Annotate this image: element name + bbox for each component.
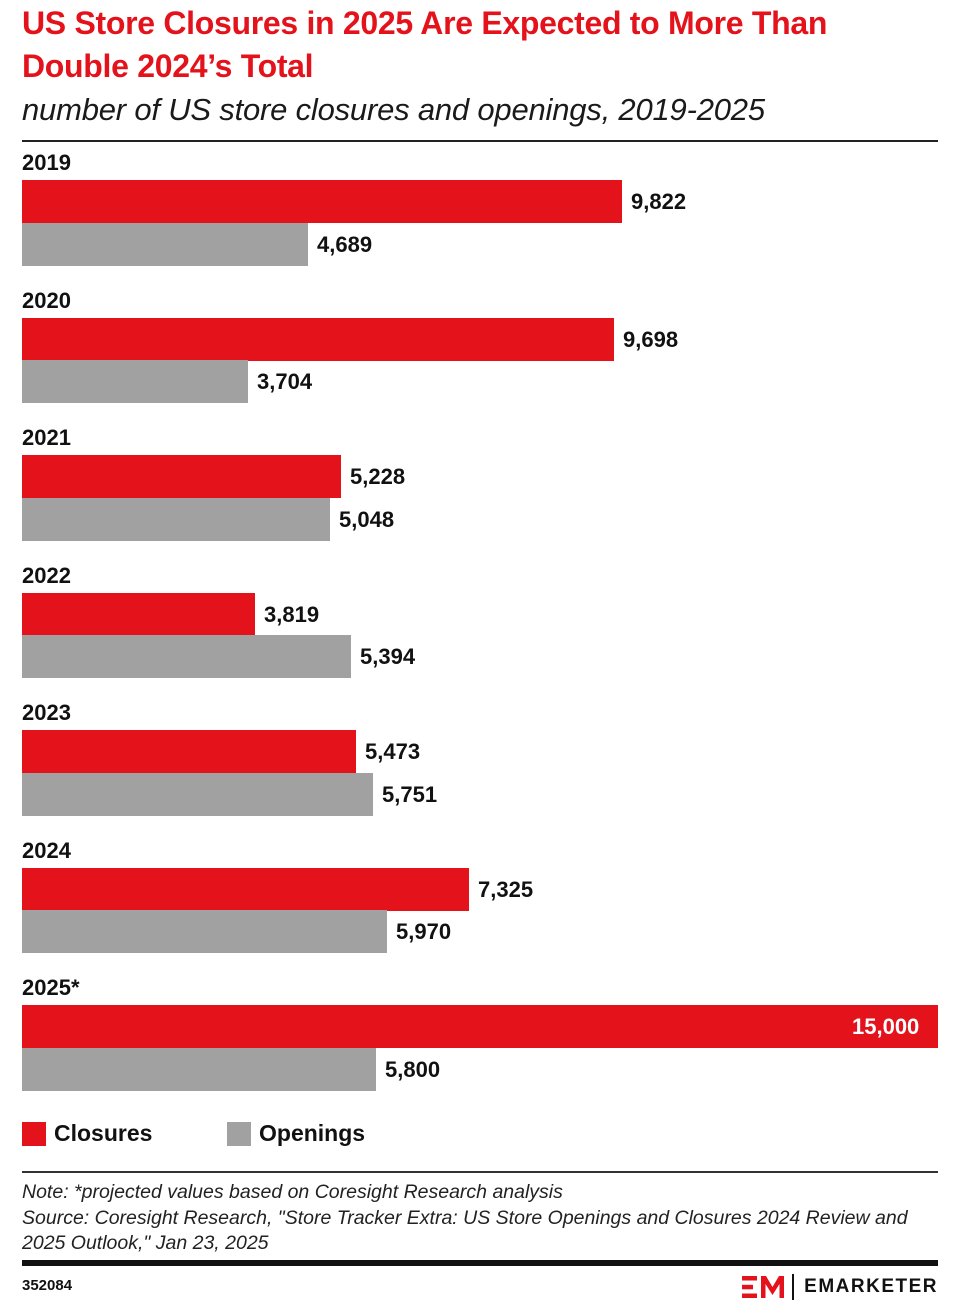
closures-bar xyxy=(22,730,356,773)
closures-swatch xyxy=(22,1121,46,1146)
openings-value-label: 5,394 xyxy=(360,644,416,669)
legend-label-closures: Closures xyxy=(54,1120,153,1146)
closures-value-label: 3,819 xyxy=(264,601,320,627)
footer-divider xyxy=(22,1171,938,1173)
closures-value-label: 15,000 xyxy=(852,1014,920,1039)
openings-swatch xyxy=(227,1121,251,1146)
year-label: 2021 xyxy=(22,425,71,450)
openings-value-label: 5,800 xyxy=(385,1056,441,1082)
year-label: 2020 xyxy=(22,287,71,313)
year-label: 2019 xyxy=(22,150,71,175)
openings-bar xyxy=(22,772,373,816)
source-text: Source: Coresight Research, "Store Track… xyxy=(22,1206,908,1255)
openings-bar xyxy=(22,497,330,541)
legend-item-openings: Openings xyxy=(227,1120,365,1147)
year-label: 2025* xyxy=(22,975,80,1000)
openings-bar xyxy=(22,635,351,678)
brand-separator xyxy=(792,1274,795,1300)
openings-bar xyxy=(22,222,308,266)
closures-bar xyxy=(22,592,255,636)
closures-bar xyxy=(22,317,614,361)
legend-item-closures: Closures xyxy=(22,1120,152,1147)
openings-value-label: 5,970 xyxy=(396,919,452,944)
footnote: Note: *projected values based on Coresig… xyxy=(22,1180,938,1257)
chart-id: 352084 xyxy=(22,1277,73,1294)
note-text: Note: *projected values based on Coresig… xyxy=(22,1181,563,1203)
closures-value-label: 5,228 xyxy=(350,464,406,489)
year-label: 2022 xyxy=(22,562,71,588)
chart-subtitle: number of US store closures and openings… xyxy=(22,92,765,127)
openings-bar xyxy=(22,360,248,403)
top-divider xyxy=(22,140,938,142)
legend-label-openings: Openings xyxy=(259,1120,366,1146)
openings-bar xyxy=(22,910,387,953)
bottom-divider xyxy=(22,1260,938,1266)
bar-chart: 2019 9,822 4,689 2020 9,698 3,704 2021 5,228 5,0… xyxy=(0,150,956,1110)
emarketer-logo-icon xyxy=(742,1276,785,1298)
chart-title: US Store Closures in 2025 Are Expected t… xyxy=(22,5,828,84)
year-label: 2024 xyxy=(22,837,71,863)
year-label: 2023 xyxy=(22,700,71,725)
closures-bar xyxy=(22,1005,938,1048)
closures-value-label: 5,473 xyxy=(365,739,421,764)
closures-value-label: 9,698 xyxy=(623,326,679,352)
openings-value-label: 4,689 xyxy=(317,231,373,257)
openings-value-label: 5,751 xyxy=(382,781,438,807)
closures-value-label: 9,822 xyxy=(631,189,687,214)
brand-name: EMARKETER xyxy=(804,1276,938,1297)
closures-bar xyxy=(22,180,622,223)
closures-bar xyxy=(22,455,341,498)
openings-value-label: 3,704 xyxy=(257,369,313,394)
closures-value-label: 7,325 xyxy=(478,876,534,902)
closures-bar xyxy=(22,867,469,911)
openings-bar xyxy=(22,1047,376,1091)
brand-logo: EMARKETER xyxy=(742,1272,938,1302)
openings-value-label: 5,048 xyxy=(339,506,395,532)
